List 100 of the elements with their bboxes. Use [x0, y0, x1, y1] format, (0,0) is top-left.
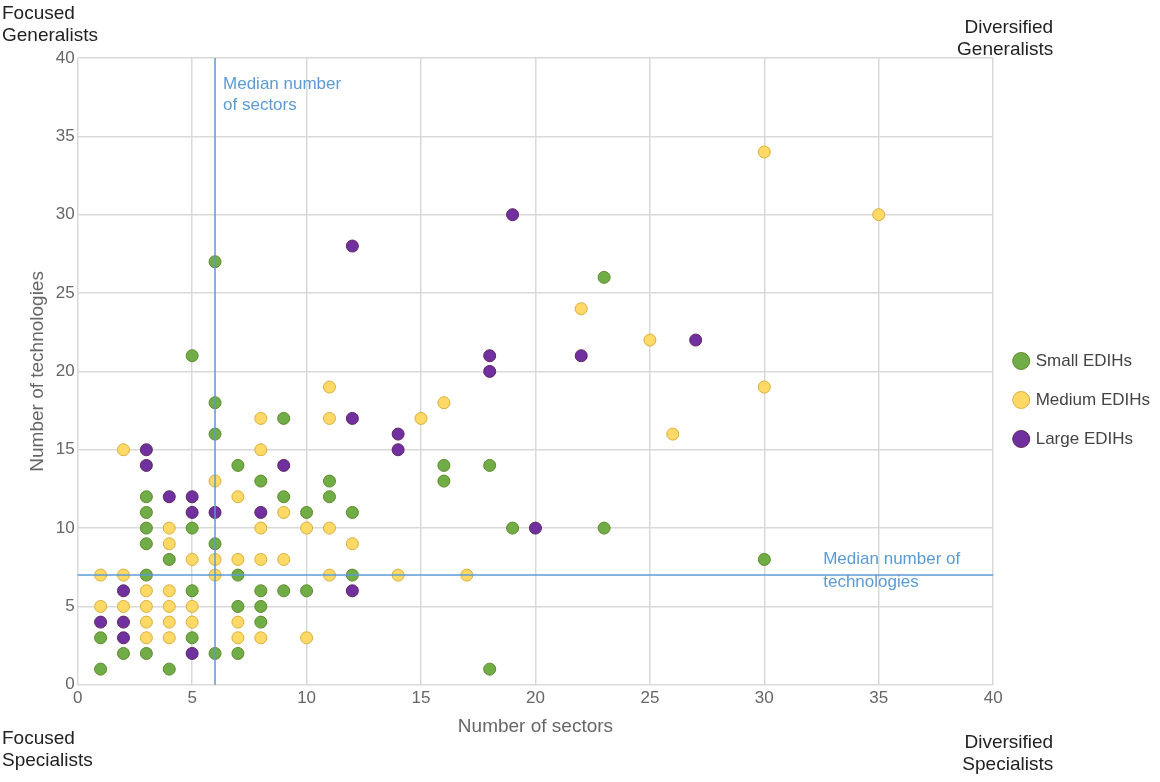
point	[254, 521, 268, 535]
x-tick-label: 30	[754, 687, 774, 707]
point	[94, 615, 108, 629]
point	[437, 458, 451, 472]
point	[162, 584, 176, 598]
point	[254, 443, 268, 457]
point	[437, 396, 451, 410]
point	[277, 505, 291, 519]
text: Focused Generalists	[2, 2, 100, 46]
point	[666, 427, 680, 441]
point	[345, 537, 359, 551]
y-tick-label: 35	[55, 126, 75, 146]
point	[254, 552, 268, 566]
point	[162, 490, 176, 504]
x-tick-label: 10	[297, 687, 317, 707]
point	[139, 490, 153, 504]
point	[116, 631, 130, 645]
point	[277, 584, 291, 598]
point	[506, 208, 520, 222]
point	[185, 349, 199, 363]
point	[483, 662, 497, 676]
y-tick-label: 25	[55, 282, 75, 302]
point	[116, 584, 130, 598]
point	[139, 521, 153, 535]
point	[322, 411, 336, 425]
point	[757, 380, 771, 394]
point	[254, 505, 268, 519]
point	[528, 521, 542, 535]
point	[574, 302, 588, 316]
point	[139, 537, 153, 551]
point	[254, 474, 268, 488]
point	[185, 521, 199, 535]
point	[872, 208, 886, 222]
legend-label: Small EDIHs	[1035, 350, 1133, 370]
point	[300, 505, 314, 519]
point	[483, 458, 497, 472]
point	[162, 599, 176, 613]
y-tick-label: 30	[55, 204, 75, 224]
point	[414, 411, 428, 425]
y-tick-label: 15	[55, 439, 75, 459]
y-tick-label: 10	[55, 517, 75, 537]
y-tick-label: 40	[55, 47, 75, 67]
point	[597, 521, 611, 535]
y-tick-label: 5	[65, 596, 75, 616]
point	[254, 411, 268, 425]
annotation: Diversified Generalists	[956, 16, 1054, 60]
point	[483, 364, 497, 378]
point	[162, 537, 176, 551]
text: Diversified Specialists	[961, 730, 1054, 775]
point	[689, 333, 703, 347]
point	[231, 631, 245, 645]
point	[139, 458, 153, 472]
point	[345, 411, 359, 425]
point	[231, 599, 245, 613]
point	[277, 552, 291, 566]
point	[185, 631, 199, 645]
point	[185, 490, 199, 504]
point	[185, 615, 199, 629]
point	[185, 584, 199, 598]
point	[116, 599, 130, 613]
point	[139, 646, 153, 660]
point	[116, 443, 130, 457]
y-axis-title: Number of technologies	[25, 271, 47, 472]
point	[231, 458, 245, 472]
point	[300, 521, 314, 535]
point	[116, 646, 130, 660]
point	[231, 552, 245, 566]
x-tick-label: 5	[187, 687, 197, 707]
point	[94, 631, 108, 645]
point	[277, 411, 291, 425]
x-tick-label: 40	[983, 687, 1003, 707]
point	[139, 584, 153, 598]
point	[162, 662, 176, 676]
point	[116, 615, 130, 629]
point	[139, 599, 153, 613]
point	[94, 599, 108, 613]
point	[300, 631, 314, 645]
point	[322, 521, 336, 535]
point	[757, 145, 771, 159]
point	[277, 490, 291, 504]
point	[139, 443, 153, 457]
legend-label: Medium EDIHs	[1035, 389, 1151, 409]
point	[231, 615, 245, 629]
point	[322, 490, 336, 504]
point	[345, 505, 359, 519]
point	[254, 615, 268, 629]
point	[277, 458, 291, 472]
point	[757, 552, 771, 566]
point	[185, 599, 199, 613]
x-tick-label: 25	[640, 687, 660, 707]
point	[254, 584, 268, 598]
point	[300, 584, 314, 598]
point	[231, 490, 245, 504]
ref-line-label: Median number of sectors	[223, 74, 342, 115]
point	[345, 239, 359, 253]
point	[231, 646, 245, 660]
point	[162, 552, 176, 566]
y-tick-label: 0	[65, 674, 75, 694]
point	[391, 443, 405, 457]
x-tick-label: 20	[525, 687, 545, 707]
